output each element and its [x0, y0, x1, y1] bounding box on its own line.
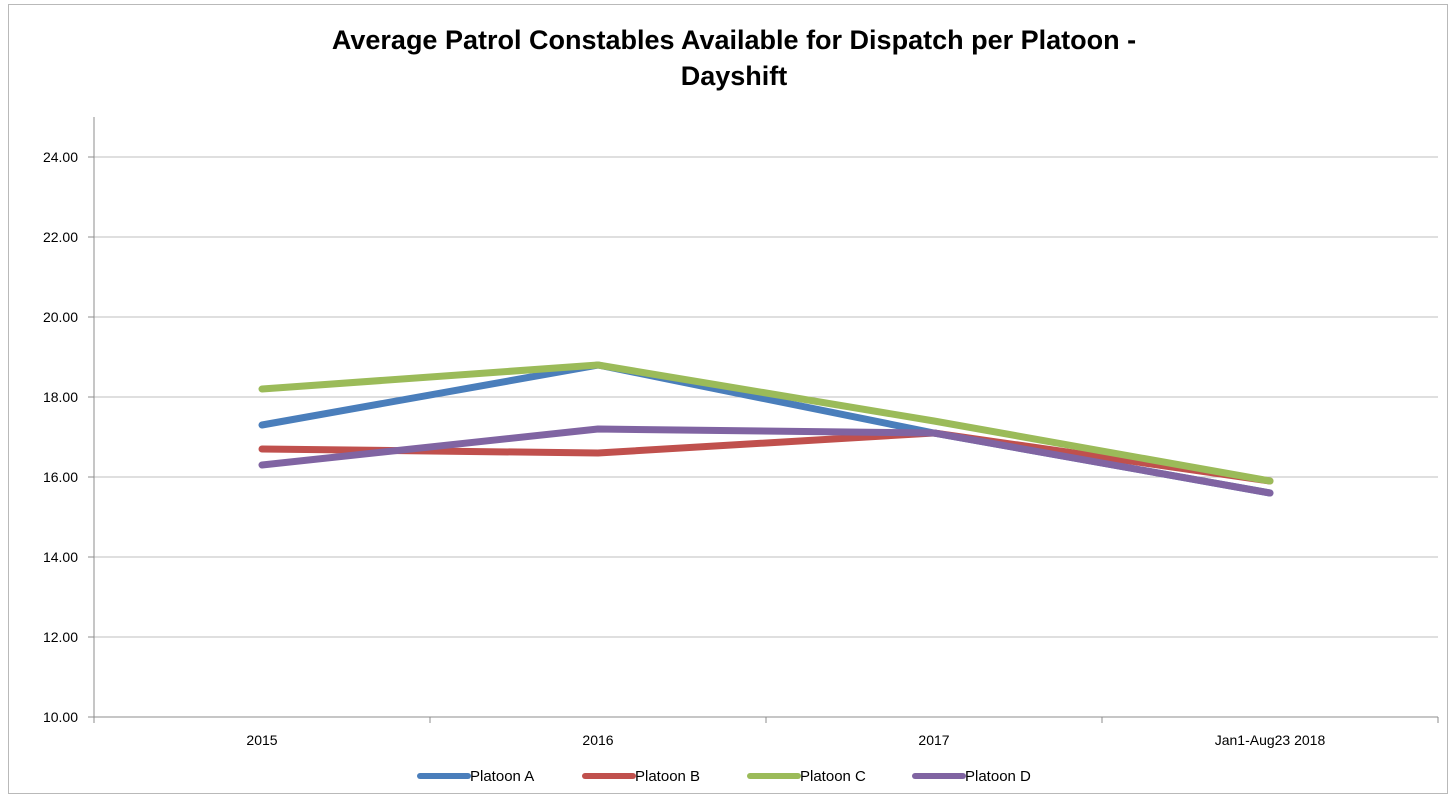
- y-axis-tick-labels: 10.00 12.00 14.00 16.00 18.00 20.00 22.00 24.00: [43, 149, 78, 725]
- legend-item: Platoon A: [417, 768, 534, 785]
- legend-item: Platoon B: [582, 768, 700, 785]
- x-tick-label: 2017: [918, 732, 949, 748]
- y-tick-label: 22.00: [43, 229, 78, 245]
- chart-title-line-1: Average Patrol Constables Available for …: [331, 25, 1137, 55]
- series-line: [258, 361, 1274, 485]
- series-platoon-c: [258, 361, 1274, 485]
- chart-frame: [8, 4, 1448, 794]
- legend-item: Platoon D: [912, 768, 1031, 785]
- series-lines: [258, 361, 1274, 497]
- legend-label: Platoon D: [965, 768, 1031, 785]
- y-tick-label: 16.00: [43, 469, 78, 485]
- legend-label: Platoon C: [800, 768, 866, 785]
- x-tick-label: 2016: [582, 732, 613, 748]
- legend-item: Platoon C: [747, 768, 866, 785]
- legend-label: Platoon A: [470, 768, 534, 785]
- series-platoon-d: [258, 425, 1274, 497]
- chart-title-line-2: Dayshift: [680, 61, 788, 91]
- legend-label: Platoon B: [635, 768, 700, 785]
- y-tick-label: 14.00: [43, 549, 78, 565]
- x-axis-tick-labels: 2015 2016 2017 Jan1-Aug23 2018: [246, 732, 1325, 748]
- y-tick-label: 18.00: [43, 389, 78, 405]
- legend: Platoon A Platoon B Platoon C Platoon D: [417, 768, 1031, 785]
- x-tick-label: Jan1-Aug23 2018: [1215, 732, 1326, 748]
- y-tick-label: 10.00: [43, 709, 78, 725]
- y-tick-label: 20.00: [43, 309, 78, 325]
- series-line: [258, 425, 1274, 497]
- y-tick-label: 24.00: [43, 149, 78, 165]
- x-tick-label: 2015: [246, 732, 277, 748]
- series-line: [258, 429, 1274, 485]
- y-tick-label: 12.00: [43, 629, 78, 645]
- chart-title: Average Patrol Constables Available for …: [0, 22, 1454, 94]
- axes: [88, 117, 1439, 723]
